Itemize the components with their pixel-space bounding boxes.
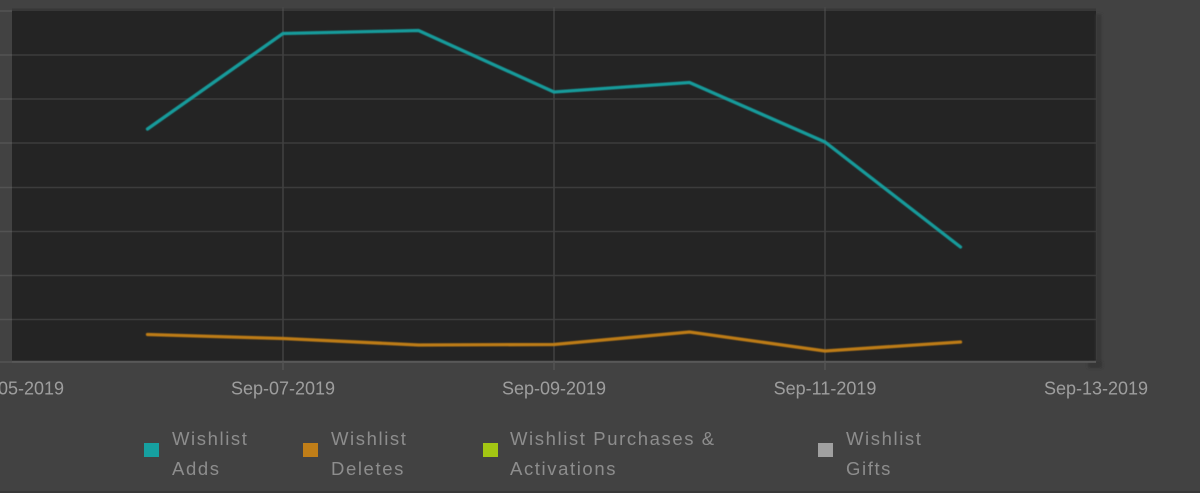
svg-text:Gifts: Gifts [846, 458, 892, 479]
svg-text:Wishlist Purchases &: Wishlist Purchases & [510, 428, 716, 449]
svg-text:Sep-13-2019: Sep-13-2019 [1044, 379, 1148, 399]
svg-text:Sep-11-2019: Sep-11-2019 [774, 379, 877, 399]
svg-text:Adds: Adds [172, 458, 221, 479]
svg-text:Wishlist: Wishlist [172, 428, 249, 449]
svg-text:Activations: Activations [510, 458, 617, 479]
svg-text:Sep-07-2019: Sep-07-2019 [231, 379, 335, 399]
svg-text:Wishlist: Wishlist [331, 428, 408, 449]
svg-text:Sep-09-2019: Sep-09-2019 [502, 379, 606, 399]
svg-text:Sep-05-2019: Sep-05-2019 [0, 379, 64, 399]
svg-text:Deletes: Deletes [331, 458, 405, 479]
svg-text:Wishlist: Wishlist [846, 428, 923, 449]
